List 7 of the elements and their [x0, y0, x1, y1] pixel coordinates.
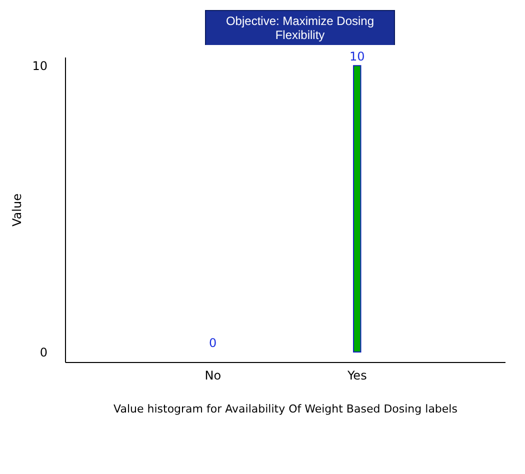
y-axis-title: Value [10, 194, 24, 226]
chart-title: Objective: Maximize Dosing Flexibility [205, 10, 395, 46]
data-label: 0 [209, 336, 217, 350]
x-tick-label: Yes [346, 368, 367, 382]
x-tick-label: No [204, 368, 222, 382]
x-axis-title: Value histogram for Availability Of Weight Based Dosing labels [114, 402, 458, 416]
data-label: 10 [349, 50, 365, 64]
